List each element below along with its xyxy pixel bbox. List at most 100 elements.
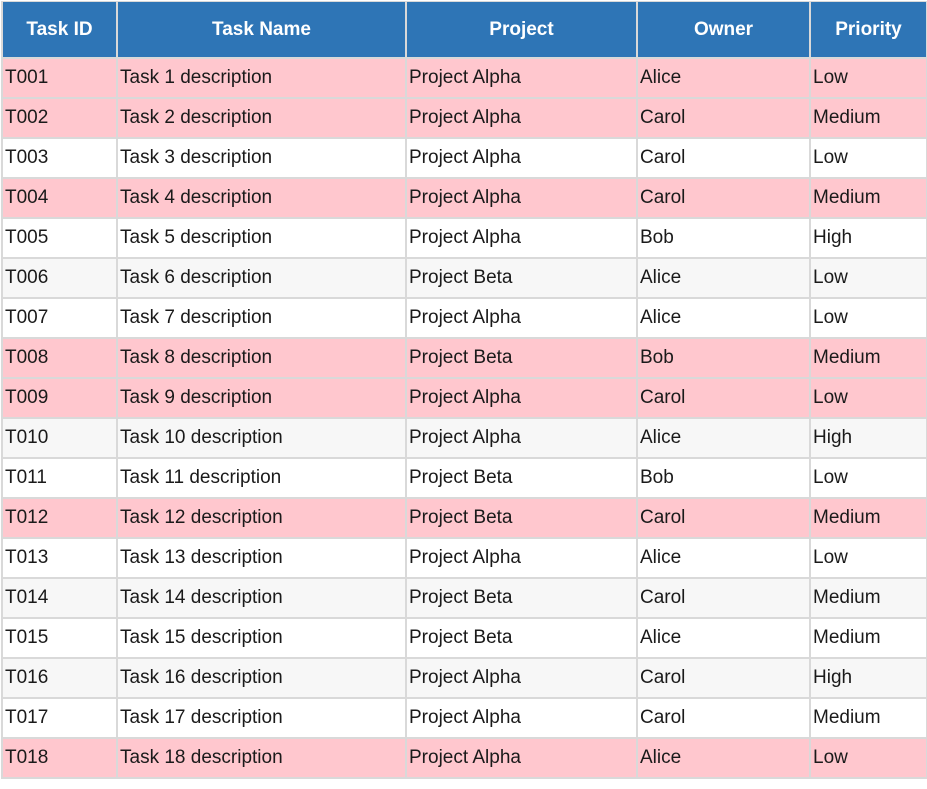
project-cell[interactable]: Project Alpha — [405, 137, 638, 179]
task-id-cell[interactable]: T008 — [1, 337, 118, 379]
owner-cell[interactable]: Alice — [636, 57, 811, 99]
task-name-cell[interactable]: Task 11 description — [116, 457, 407, 499]
task-name-cell[interactable]: Task 12 description — [116, 497, 407, 539]
owner-cell[interactable]: Carol — [636, 657, 811, 699]
project-cell[interactable]: Project Beta — [405, 257, 638, 299]
owner-cell[interactable]: Bob — [636, 217, 811, 259]
project-cell[interactable]: Project Beta — [405, 457, 638, 499]
project-cell[interactable]: Project Alpha — [405, 177, 638, 219]
owner-cell[interactable]: Carol — [636, 697, 811, 739]
project-cell[interactable]: Project Alpha — [405, 57, 638, 99]
owner-cell[interactable]: Alice — [636, 617, 811, 659]
task-name-cell[interactable]: Task 5 description — [116, 217, 407, 259]
task-name-cell[interactable]: Task 8 description — [116, 337, 407, 379]
project-cell[interactable]: Project Alpha — [405, 737, 638, 779]
task-name-cell[interactable]: Task 10 description — [116, 417, 407, 459]
table-row[interactable]: T003 Task 3 description Project Alpha Carol… — [1, 137, 927, 179]
priority-cell[interactable]: Low — [809, 377, 927, 419]
priority-cell[interactable]: Medium — [809, 577, 927, 619]
priority-cell[interactable]: Medium — [809, 697, 927, 739]
task-name-cell[interactable]: Task 4 description — [116, 177, 407, 219]
owner-cell[interactable]: Carol — [636, 497, 811, 539]
table-row[interactable]: T015 Task 15 description Project Beta Alice… — [1, 617, 927, 659]
table-row[interactable]: T007 Task 7 description Project Alpha Alice… — [1, 297, 927, 339]
task-name-cell[interactable]: Task 9 description — [116, 377, 407, 419]
project-cell[interactable]: Project Alpha — [405, 417, 638, 459]
table-row[interactable]: T011 Task 11 description Project Beta Bob Lo… — [1, 457, 927, 499]
priority-cell[interactable]: Medium — [809, 177, 927, 219]
priority-cell[interactable]: Low — [809, 297, 927, 339]
table-row[interactable]: T002 Task 2 description Project Alpha Carol… — [1, 97, 927, 139]
task-id-cell[interactable]: T001 — [1, 57, 118, 99]
owner-cell[interactable]: Alice — [636, 417, 811, 459]
task-id-cell[interactable]: T010 — [1, 417, 118, 459]
owner-cell[interactable]: Carol — [636, 377, 811, 419]
column-header-project[interactable]: Project — [405, 1, 638, 59]
task-id-cell[interactable]: T009 — [1, 377, 118, 419]
task-id-cell[interactable]: T016 — [1, 657, 118, 699]
priority-cell[interactable]: Low — [809, 537, 927, 579]
column-header-owner[interactable]: Owner — [636, 1, 811, 59]
table-row[interactable]: T013 Task 13 description Project Alpha Alic… — [1, 537, 927, 579]
task-name-cell[interactable]: Task 7 description — [116, 297, 407, 339]
priority-cell[interactable]: Medium — [809, 337, 927, 379]
task-id-cell[interactable]: T006 — [1, 257, 118, 299]
owner-cell[interactable]: Carol — [636, 137, 811, 179]
task-id-cell[interactable]: T002 — [1, 97, 118, 139]
task-id-cell[interactable]: T007 — [1, 297, 118, 339]
task-name-cell[interactable]: Task 1 description — [116, 57, 407, 99]
column-header-task-id[interactable]: Task ID — [1, 1, 118, 59]
project-cell[interactable]: Project Alpha — [405, 657, 638, 699]
owner-cell[interactable]: Bob — [636, 457, 811, 499]
table-row[interactable]: T016 Task 16 description Project Alpha Caro… — [1, 657, 927, 699]
priority-cell[interactable]: Medium — [809, 97, 927, 139]
table-row[interactable]: T018 Task 18 description Project Alpha Alic… — [1, 737, 927, 779]
priority-cell[interactable]: Low — [809, 137, 927, 179]
priority-cell[interactable]: Low — [809, 737, 927, 779]
priority-cell[interactable]: Medium — [809, 497, 927, 539]
column-header-task-name[interactable]: Task Name — [116, 1, 407, 59]
task-name-cell[interactable]: Task 6 description — [116, 257, 407, 299]
task-id-cell[interactable]: T018 — [1, 737, 118, 779]
priority-cell[interactable]: Low — [809, 257, 927, 299]
project-cell[interactable]: Project Alpha — [405, 217, 638, 259]
task-id-cell[interactable]: T003 — [1, 137, 118, 179]
owner-cell[interactable]: Carol — [636, 177, 811, 219]
owner-cell[interactable]: Bob — [636, 337, 811, 379]
project-cell[interactable]: Project Alpha — [405, 297, 638, 339]
task-id-cell[interactable]: T005 — [1, 217, 118, 259]
table-row[interactable]: T017 Task 17 description Project Alpha Caro… — [1, 697, 927, 739]
owner-cell[interactable]: Carol — [636, 577, 811, 619]
priority-cell[interactable]: High — [809, 417, 927, 459]
task-name-cell[interactable]: Task 2 description — [116, 97, 407, 139]
column-header-priority[interactable]: Priority — [809, 1, 927, 59]
priority-cell[interactable]: Low — [809, 57, 927, 99]
table-row[interactable]: T010 Task 10 description Project Alpha Alic… — [1, 417, 927, 459]
table-row[interactable]: T005 Task 5 description Project Alpha Bob Hi… — [1, 217, 927, 259]
priority-cell[interactable]: High — [809, 217, 927, 259]
task-name-cell[interactable]: Task 3 description — [116, 137, 407, 179]
task-name-cell[interactable]: Task 16 description — [116, 657, 407, 699]
task-id-cell[interactable]: T011 — [1, 457, 118, 499]
task-name-cell[interactable]: Task 14 description — [116, 577, 407, 619]
project-cell[interactable]: Project Beta — [405, 577, 638, 619]
project-cell[interactable]: Project Beta — [405, 617, 638, 659]
project-cell[interactable]: Project Alpha — [405, 697, 638, 739]
owner-cell[interactable]: Alice — [636, 737, 811, 779]
priority-cell[interactable]: Medium — [809, 617, 927, 659]
task-name-cell[interactable]: Task 13 description — [116, 537, 407, 579]
project-cell[interactable]: Project Beta — [405, 337, 638, 379]
table-row[interactable]: T014 Task 14 description Project Beta Carol… — [1, 577, 927, 619]
priority-cell[interactable]: High — [809, 657, 927, 699]
priority-cell[interactable]: Low — [809, 457, 927, 499]
table-row[interactable]: T008 Task 8 description Project Beta Bob Med… — [1, 337, 927, 379]
table-row[interactable]: T004 Task 4 description Project Alpha Carol… — [1, 177, 927, 219]
project-cell[interactable]: Project Beta — [405, 497, 638, 539]
task-id-cell[interactable]: T014 — [1, 577, 118, 619]
owner-cell[interactable]: Alice — [636, 537, 811, 579]
task-id-cell[interactable]: T013 — [1, 537, 118, 579]
task-id-cell[interactable]: T015 — [1, 617, 118, 659]
table-row[interactable]: T001 Task 1 description Project Alpha Alice… — [1, 57, 927, 99]
table-row[interactable]: T012 Task 12 description Project Beta Carol… — [1, 497, 927, 539]
task-id-cell[interactable]: T004 — [1, 177, 118, 219]
